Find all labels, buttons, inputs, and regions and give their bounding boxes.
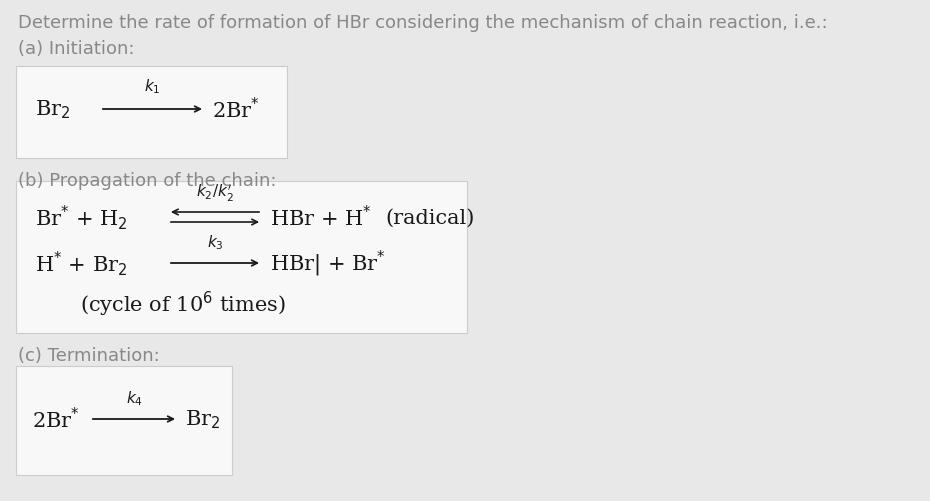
FancyBboxPatch shape — [16, 67, 287, 159]
Text: (cycle of 10$^6$ times): (cycle of 10$^6$ times) — [80, 289, 286, 318]
Text: 2Br$^{*}$: 2Br$^{*}$ — [212, 97, 259, 122]
Text: Br$^{*}$ + H$_2$: Br$^{*}$ + H$_2$ — [35, 203, 127, 232]
Text: Br$_2$: Br$_2$ — [185, 408, 220, 430]
Text: 2Br$^{*}$: 2Br$^{*}$ — [32, 407, 80, 432]
Text: (b) Propagation of the chain:: (b) Propagation of the chain: — [18, 172, 276, 189]
Text: $k_2/k_2'$: $k_2/k_2'$ — [196, 182, 233, 203]
FancyBboxPatch shape — [16, 182, 467, 333]
Text: (a) Initiation:: (a) Initiation: — [18, 40, 135, 58]
Text: (c) Termination:: (c) Termination: — [18, 346, 160, 364]
Text: $k_1$: $k_1$ — [144, 77, 160, 96]
Text: H$^{*}$ + Br$_2$: H$^{*}$ + Br$_2$ — [35, 249, 127, 278]
Text: (radical): (radical) — [385, 208, 474, 227]
Text: HBr + H$^{*}$: HBr + H$^{*}$ — [270, 205, 372, 230]
FancyBboxPatch shape — [16, 366, 232, 475]
Text: Determine the rate of formation of HBr considering the mechanism of chain reacti: Determine the rate of formation of HBr c… — [18, 14, 828, 32]
Text: HBr$|$ + Br$^{*}$: HBr$|$ + Br$^{*}$ — [270, 248, 386, 279]
Text: $k_3$: $k_3$ — [206, 233, 223, 252]
Text: Br$_2$: Br$_2$ — [35, 99, 71, 121]
Text: $k_4$: $k_4$ — [126, 388, 142, 407]
